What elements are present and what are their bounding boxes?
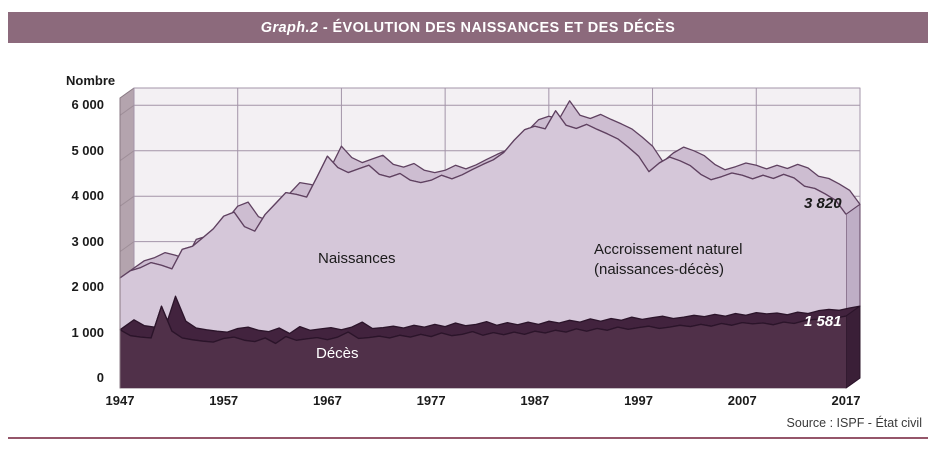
x-tick-label: 2007	[727, 393, 757, 408]
x-tick-label: 1997	[624, 393, 653, 408]
y-tick-label: 0	[96, 370, 104, 385]
end-value-naissances: 3 820	[804, 195, 842, 212]
chart-title-text: ÉVOLUTION DES NAISSANCES ET DES DÉCÈS	[332, 19, 676, 36]
wall-grid-stub	[119, 241, 135, 253]
y-axis-title: Nombre	[66, 73, 116, 88]
chart-title-separator: -	[318, 19, 333, 36]
y-tick-label: 3 000	[71, 233, 104, 249]
annotation-accroissement-line2: (naissances-décès)	[594, 261, 725, 278]
wall-grid-stub	[119, 195, 135, 207]
x-tick-label: 1987	[520, 393, 550, 408]
series-label-naissances: Naissances	[318, 250, 396, 267]
series-label-deces: Décès	[316, 345, 359, 362]
x-tick-label: 1957	[209, 393, 239, 408]
source-caption: Source : ISPF - État civil	[786, 416, 922, 430]
annotation-accroissement-line1: Accroissement naturel	[594, 241, 743, 258]
wall-grid-stub	[119, 104, 135, 116]
y-tick-label: 5 000	[71, 142, 104, 158]
y-tick-label: 1 000	[71, 324, 104, 340]
y-tick-label: 4 000	[71, 188, 104, 204]
x-tick-label: 1947	[105, 393, 135, 408]
x-tick-label: 1977	[416, 393, 446, 408]
annotation-accroissement: Accroissement naturel (naissances-décès)	[594, 240, 742, 280]
y-tick-label: 2 000	[71, 279, 104, 295]
deces-top-edge	[119, 305, 847, 345]
bottom-rule	[8, 437, 928, 439]
deces-side-face	[845, 305, 861, 389]
x-tick-label: 1967	[312, 393, 342, 408]
chart-title-bar: Graph.2 - ÉVOLUTION DES NAISSANCES ET DE…	[8, 12, 928, 43]
x-tick-label: 2017	[831, 393, 861, 408]
naissances-top-edge	[119, 110, 847, 279]
wall-grid-stub	[119, 150, 135, 162]
end-value-deces: 1 581	[804, 313, 842, 330]
deces-area	[120, 306, 846, 388]
chart-title-prefix: Graph.2	[260, 19, 319, 36]
y-tick-label: 6 000	[71, 97, 104, 113]
